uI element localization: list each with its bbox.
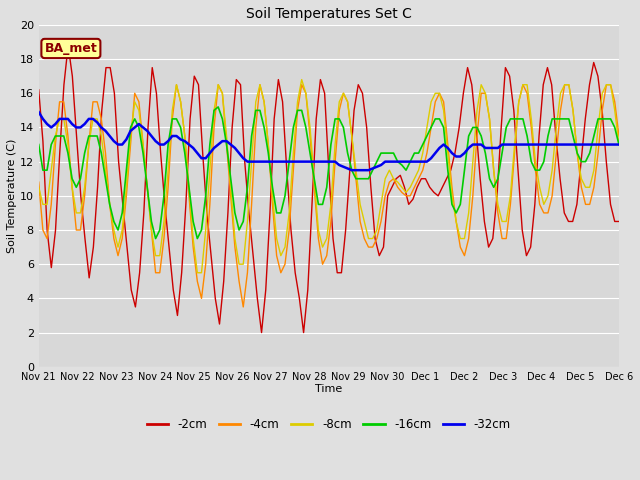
-4cm xyxy=(285,227,293,233)
-8cm xyxy=(332,142,339,147)
-2cm xyxy=(615,218,623,224)
Line: -16cm: -16cm xyxy=(38,107,619,239)
-8cm xyxy=(93,116,101,122)
-2cm xyxy=(413,184,421,190)
-8cm xyxy=(56,116,63,122)
-32cm xyxy=(35,109,42,115)
Title: Soil Temperatures Set C: Soil Temperatures Set C xyxy=(246,7,412,21)
Legend: -2cm, -4cm, -8cm, -16cm, -32cm: -2cm, -4cm, -8cm, -16cm, -32cm xyxy=(142,414,516,436)
Line: -4cm: -4cm xyxy=(38,84,619,307)
Line: -32cm: -32cm xyxy=(38,112,619,170)
-32cm xyxy=(615,142,623,147)
-2cm xyxy=(44,227,51,233)
-4cm xyxy=(615,133,623,139)
Y-axis label: Soil Temperature (C): Soil Temperature (C) xyxy=(7,139,17,253)
X-axis label: Time: Time xyxy=(315,384,342,395)
-4cm xyxy=(140,142,147,147)
-4cm xyxy=(68,184,76,190)
-8cm xyxy=(193,270,201,276)
-16cm xyxy=(285,159,293,165)
-2cm xyxy=(35,87,42,93)
-8cm xyxy=(281,244,289,250)
-4cm xyxy=(35,179,42,185)
-2cm xyxy=(346,168,354,173)
-16cm xyxy=(68,176,76,181)
-2cm xyxy=(258,330,266,336)
-32cm xyxy=(56,116,63,122)
-32cm xyxy=(323,159,331,165)
-32cm xyxy=(611,142,619,147)
-4cm xyxy=(332,159,339,165)
-4cm xyxy=(239,304,247,310)
-4cm xyxy=(173,82,180,87)
Line: -2cm: -2cm xyxy=(38,46,619,333)
-16cm xyxy=(214,104,222,110)
-16cm xyxy=(152,236,159,241)
-2cm xyxy=(611,218,619,224)
-16cm xyxy=(93,133,101,139)
-8cm xyxy=(68,184,76,190)
Line: -8cm: -8cm xyxy=(38,80,619,273)
-32cm xyxy=(68,121,76,127)
-2cm xyxy=(64,43,72,48)
-16cm xyxy=(140,150,147,156)
-16cm xyxy=(615,142,623,147)
-2cm xyxy=(39,138,47,144)
-2cm xyxy=(371,236,379,241)
-32cm xyxy=(348,168,356,173)
-4cm xyxy=(93,99,101,105)
-8cm xyxy=(35,184,42,190)
-8cm xyxy=(140,142,147,147)
-4cm xyxy=(56,99,63,105)
-16cm xyxy=(56,133,63,139)
-32cm xyxy=(93,120,101,125)
-16cm xyxy=(332,116,339,122)
Text: BA_met: BA_met xyxy=(45,42,97,55)
-32cm xyxy=(140,125,147,131)
-8cm xyxy=(298,77,305,83)
-8cm xyxy=(615,142,623,147)
-16cm xyxy=(35,142,42,147)
